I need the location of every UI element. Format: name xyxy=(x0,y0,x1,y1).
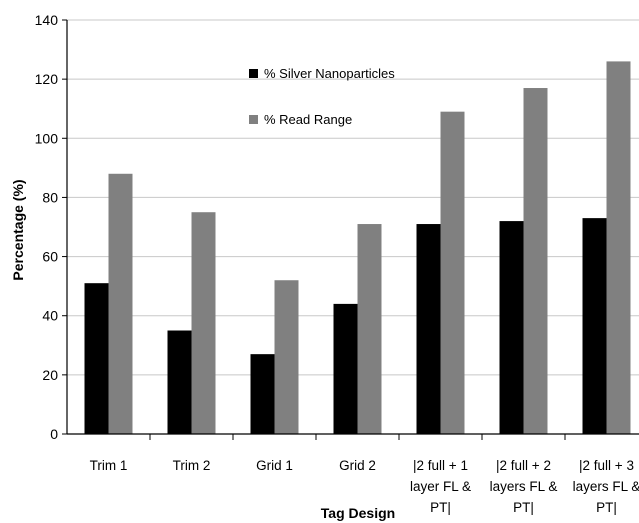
bar-silver-nanoparticles xyxy=(416,224,441,434)
bar-read-range xyxy=(606,61,631,435)
bar-read-range xyxy=(440,111,465,435)
bar-silver-nanoparticles xyxy=(84,283,109,434)
bar-silver-nanoparticles xyxy=(333,303,358,434)
x-category-label-line: PT| xyxy=(430,500,451,515)
bars xyxy=(84,61,631,435)
x-category-label-line: layers FL & xyxy=(490,479,558,494)
bar-read-range xyxy=(191,212,216,434)
bar-read-range xyxy=(357,224,382,434)
axes xyxy=(62,19,639,440)
x-category-label-line: PT| xyxy=(596,500,617,515)
x-category-label-line: Trim 1 xyxy=(90,458,128,473)
x-category-label-line: |2 full + 3 xyxy=(579,458,634,473)
x-axis-title: Tag Design xyxy=(321,505,395,521)
x-category-label: Grid 1 xyxy=(256,458,293,473)
bar-read-range xyxy=(274,280,299,434)
bar-read-range xyxy=(108,173,133,434)
x-category-label: |2 full + 2 layers FL & PT| xyxy=(490,458,558,515)
y-tick-label: 40 xyxy=(42,308,58,324)
y-tick-label: 0 xyxy=(50,426,58,442)
x-category-labels: Trim 1 Trim 2 Grid 1 Grid 2 |2 full + 1 layer… xyxy=(90,458,639,515)
y-tick-label: 60 xyxy=(42,249,58,265)
legend: % Silver Nanoparticles % Read Range xyxy=(249,66,395,127)
x-category-label-line: Grid 2 xyxy=(339,458,376,473)
y-tick-label: 20 xyxy=(42,367,58,383)
legend-label: % Silver Nanoparticles xyxy=(264,66,395,81)
y-tick-label: 80 xyxy=(42,189,58,205)
bar-silver-nanoparticles xyxy=(167,330,192,434)
x-category-label: Trim 1 xyxy=(90,458,128,473)
x-category-label-line: Trim 2 xyxy=(173,458,211,473)
bar-silver-nanoparticles xyxy=(582,218,607,434)
legend-swatch xyxy=(249,69,258,78)
y-tick-label: 140 xyxy=(35,12,59,28)
x-category-label: Trim 2 xyxy=(173,458,211,473)
y-tick-labels: 0 20 40 60 80 100 120 140 xyxy=(35,12,59,442)
bar-read-range xyxy=(523,88,548,434)
y-tick-label: 120 xyxy=(35,71,59,87)
x-category-label-line: Grid 1 xyxy=(256,458,293,473)
bar-silver-nanoparticles xyxy=(250,354,275,434)
bar-silver-nanoparticles xyxy=(499,221,524,434)
x-category-label: |2 full + 1 layer FL & PT| xyxy=(410,458,471,515)
y-tick-label: 100 xyxy=(35,130,59,146)
y-axis-title: Percentage (%) xyxy=(10,179,26,280)
x-category-label-line: |2 full + 1 xyxy=(413,458,468,473)
x-category-label-line: layers FL & xyxy=(573,479,639,494)
legend-label: % Read Range xyxy=(264,112,352,127)
legend-swatch xyxy=(249,115,258,124)
x-category-label-line: layer FL & xyxy=(410,479,471,494)
x-category-label-line: |2 full + 2 xyxy=(496,458,551,473)
x-category-label-line: PT| xyxy=(513,500,534,515)
x-category-label: |2 full + 3 layers FL & PT| xyxy=(573,458,639,515)
x-category-label: Grid 2 xyxy=(339,458,376,473)
